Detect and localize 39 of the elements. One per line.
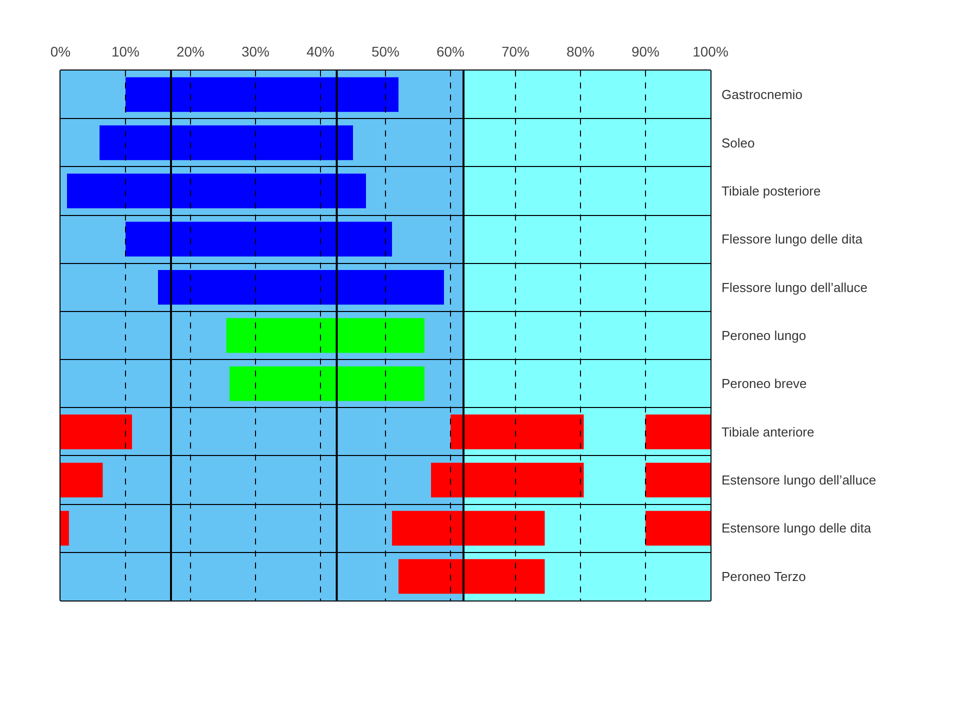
bar	[392, 510, 545, 546]
y-tick-label: Peroneo breve	[722, 376, 807, 392]
y-tick-label: Gastrocnemio	[722, 87, 802, 102]
x-tick-label: 50%	[371, 44, 400, 60]
bar	[431, 462, 584, 498]
bar	[450, 414, 584, 450]
y-tick-label: Flessore lungo dell’alluce	[722, 280, 868, 295]
y-tick-label: Peroneo lungo	[722, 328, 806, 343]
bar	[646, 414, 710, 450]
bar	[226, 318, 424, 353]
bar	[126, 222, 392, 256]
x-tick-label: 80%	[566, 44, 595, 60]
bar	[230, 366, 424, 402]
x-tick-label: 90%	[631, 44, 660, 60]
y-tick-label: Soleo	[722, 135, 755, 150]
x-tick-label: 100%	[692, 44, 728, 60]
bar	[100, 125, 353, 160]
bar	[60, 414, 132, 450]
x-tick-label: 60%	[436, 44, 465, 60]
y-tick-label: Tibiale anteriore	[722, 424, 814, 440]
bar	[646, 510, 710, 546]
x-tick-label: 20%	[176, 44, 205, 60]
y-tick-label: Peroneo Terzo	[722, 568, 806, 584]
y-tick-label: Flessore lungo delle dita	[722, 232, 864, 247]
y-tick-label: Estensore lungo delle dita	[722, 520, 872, 536]
bar	[60, 510, 69, 546]
x-tick-label: 10%	[111, 44, 140, 60]
bar	[398, 559, 545, 594]
y-tick-label: Tibiale posteriore	[722, 183, 821, 198]
y-tick-label: Estensore lungo dell’alluce	[722, 472, 876, 488]
x-tick-label: 70%	[501, 44, 530, 60]
x-tick-label: 0%	[50, 44, 71, 60]
x-tick-label: 30%	[241, 44, 270, 60]
bar	[158, 270, 444, 305]
x-tick-label: 40%	[306, 44, 335, 60]
bar	[646, 462, 710, 498]
bar	[60, 462, 103, 498]
bar	[67, 174, 366, 208]
bar	[126, 77, 398, 112]
